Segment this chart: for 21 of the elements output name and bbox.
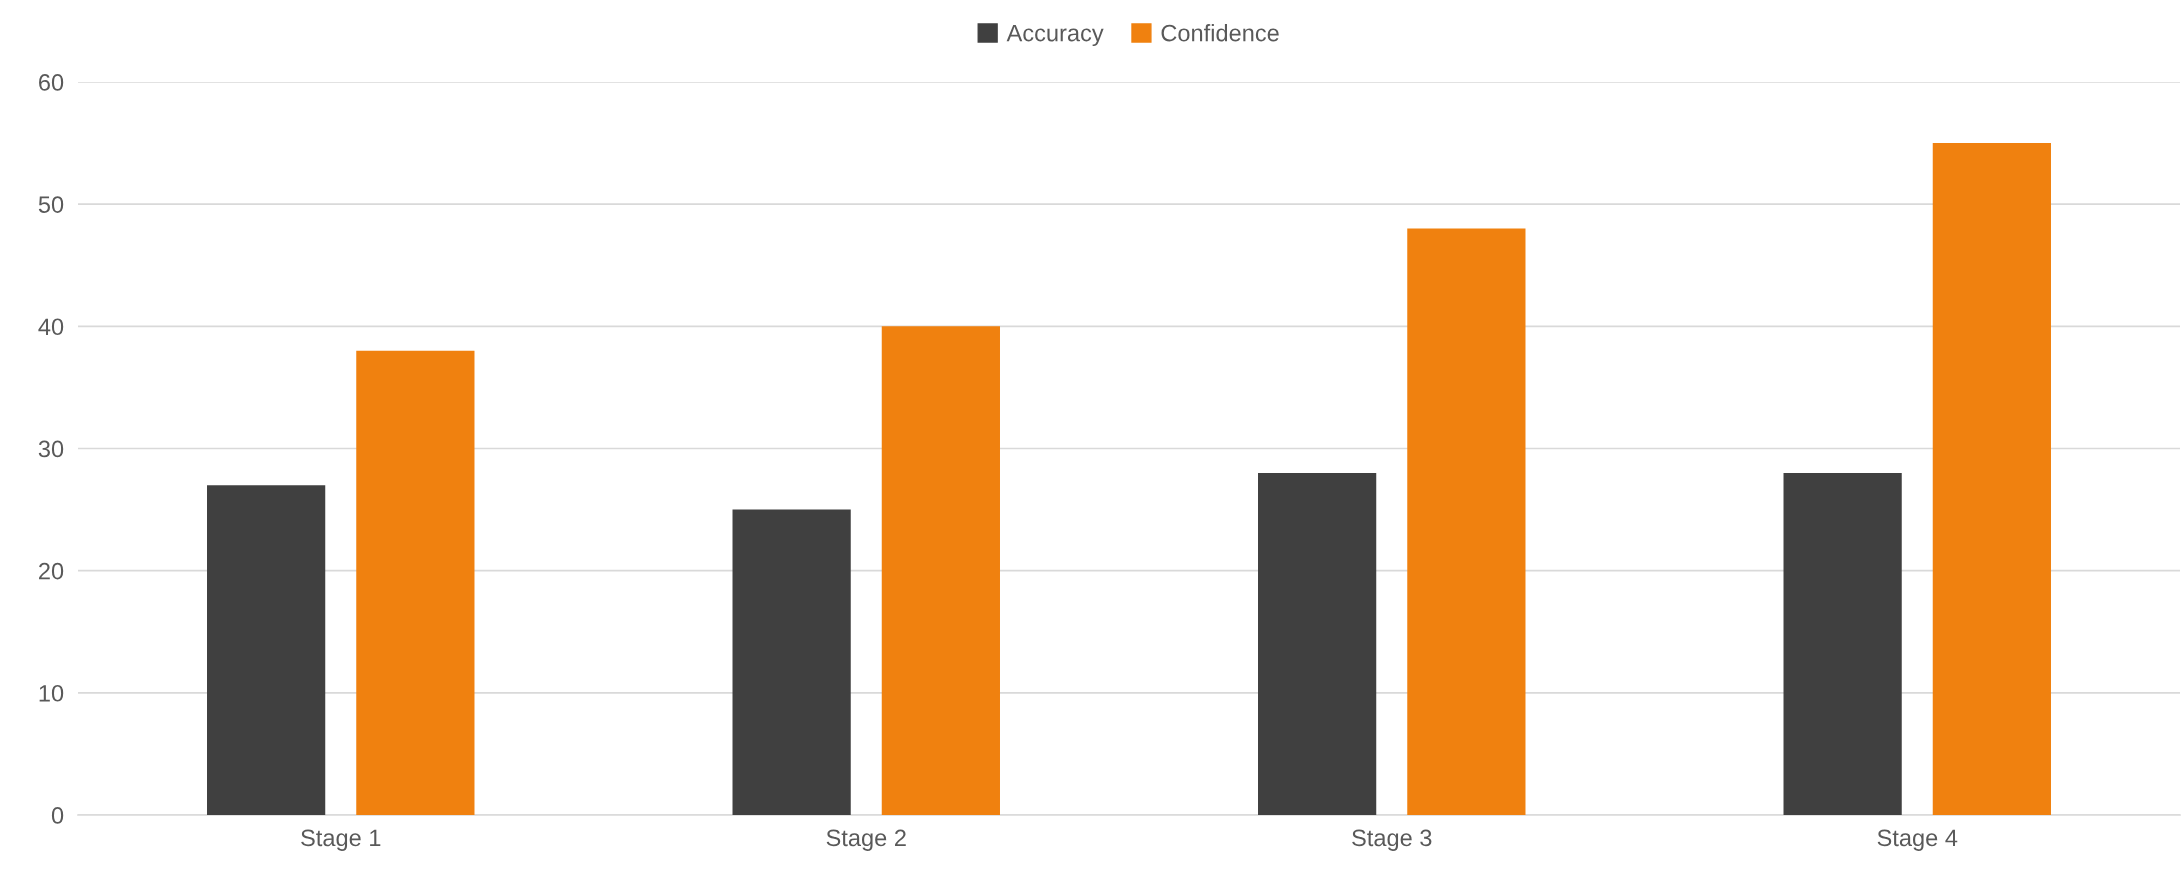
bar: [207, 485, 326, 815]
x-tick-label: Stage 1: [301, 829, 381, 851]
bar: [1783, 472, 1902, 815]
y-tick-label: 30: [38, 440, 64, 458]
y-tick-label: 0: [51, 807, 64, 824]
legend-label: Accuracy: [1006, 24, 1104, 47]
bar: [1407, 228, 1526, 815]
x-tick-label: Stage 3: [1352, 829, 1432, 851]
legend-label: Confidence: [1161, 24, 1279, 42]
x-tick-label: Stage 4: [1877, 829, 1958, 851]
y-tick-label: 50: [38, 196, 64, 213]
bar: [1932, 143, 2051, 815]
bar: [356, 350, 475, 815]
x-tick-label: Stage 2: [826, 829, 906, 851]
bar: [732, 509, 851, 815]
bar: [881, 326, 1000, 815]
y-tick-label: 20: [39, 562, 64, 580]
bar: [1258, 472, 1377, 815]
y-tick-label: 60: [39, 74, 64, 91]
y-tick-label: 40: [38, 318, 64, 336]
y-tick-label: 10: [39, 684, 64, 702]
